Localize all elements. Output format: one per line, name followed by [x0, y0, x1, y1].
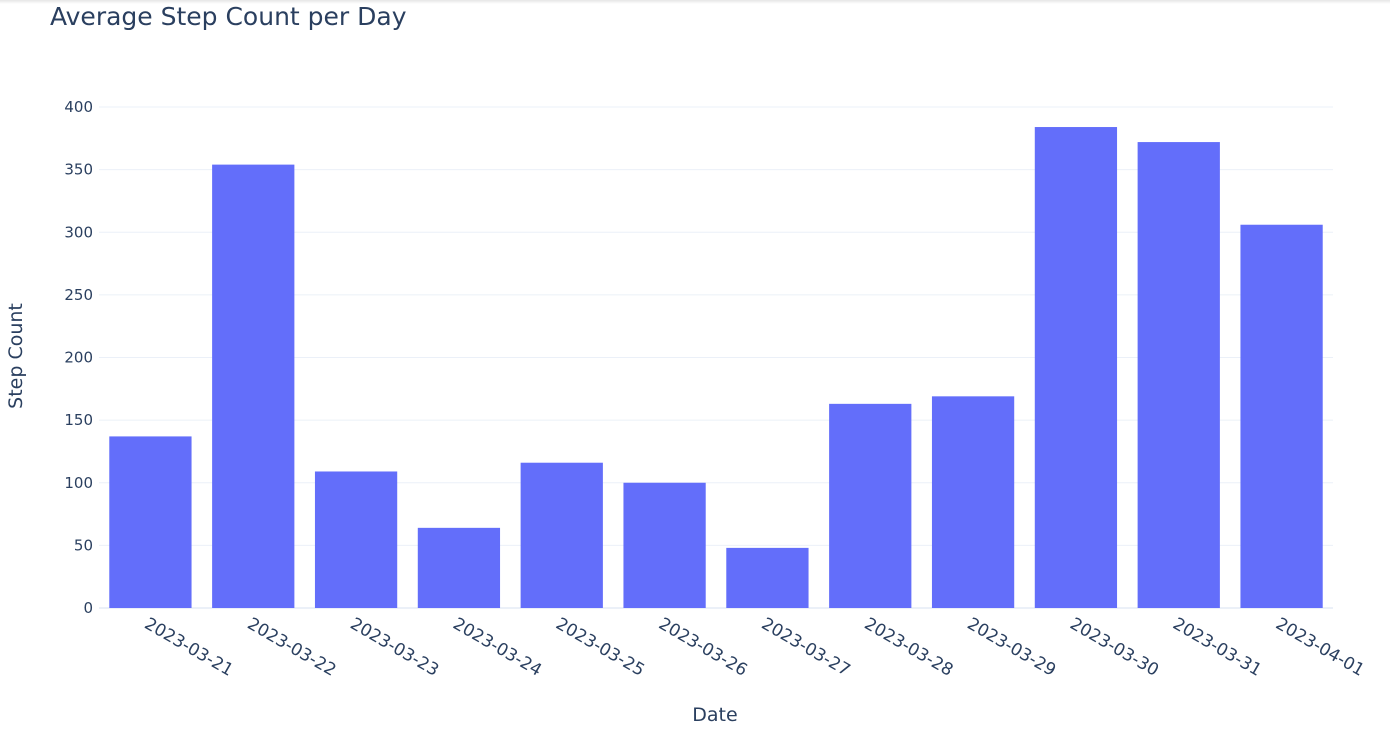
- top-shadow-bar: [0, 0, 1390, 4]
- y-tick-label: 400: [64, 98, 93, 116]
- y-tick-label: 50: [74, 536, 93, 554]
- y-tick-labels: 0 50 100 150 200 250 300 350 400: [64, 98, 93, 617]
- y-tick-label: 350: [64, 161, 93, 179]
- x-tick-label: 2023-03-27: [758, 614, 854, 681]
- gridlines: [99, 106, 1333, 609]
- x-tick-label: 2023-03-23: [347, 614, 443, 681]
- bar-2023-03-30[interactable]: [1034, 127, 1118, 608]
- x-tick-label: 2023-03-25: [552, 614, 648, 681]
- x-tick-label: 2023-03-30: [1066, 614, 1162, 681]
- bar-2023-03-28[interactable]: [829, 403, 912, 608]
- bar-2023-03-24[interactable]: [417, 527, 501, 608]
- bar-2023-03-22[interactable]: [212, 164, 295, 609]
- y-axis-title: Step Count: [5, 303, 27, 409]
- x-axis-title: Date: [692, 704, 737, 726]
- y-tick-label: 300: [64, 223, 93, 241]
- bar-2023-03-25[interactable]: [520, 462, 603, 608]
- y-tick-label: 100: [64, 474, 93, 492]
- x-tick-label: 2023-04-01: [1272, 614, 1368, 681]
- x-tick-label: 2023-03-28: [861, 614, 957, 681]
- x-tick-label: 2023-03-24: [449, 614, 545, 681]
- y-tick-label: 250: [64, 286, 93, 304]
- chart-title: Average Step Count per Day: [50, 2, 407, 31]
- x-tick-label: 2023-03-31: [1169, 614, 1265, 681]
- bar-2023-03-21[interactable]: [109, 436, 192, 608]
- x-tick-labels: 2023-03-21 2023-03-22 2023-03-23 2023-03-24…: [141, 614, 1368, 681]
- x-tick-label: 2023-03-22: [244, 614, 340, 681]
- bars: [109, 127, 1323, 609]
- x-tick-label: 2023-03-21: [141, 614, 237, 681]
- bar-2023-03-26[interactable]: [623, 482, 706, 608]
- x-tick-label: 2023-03-26: [655, 614, 751, 681]
- bar-2023-03-29[interactable]: [931, 396, 1015, 608]
- bar-2023-04-01[interactable]: [1240, 224, 1323, 609]
- y-tick-label: 200: [64, 349, 93, 367]
- bar-2023-03-27[interactable]: [726, 547, 809, 608]
- x-tick-label: 2023-03-29: [964, 614, 1060, 681]
- y-tick-label: 150: [64, 411, 93, 429]
- y-tick-label: 0: [83, 599, 93, 617]
- bar-2023-03-23[interactable]: [314, 471, 398, 608]
- bar-2023-03-31[interactable]: [1137, 142, 1220, 608]
